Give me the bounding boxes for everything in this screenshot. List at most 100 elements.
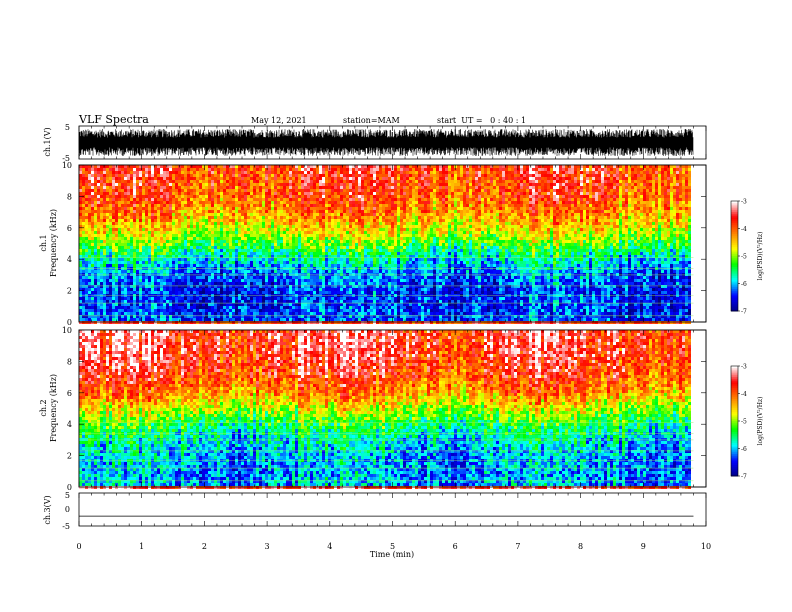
colorbar-segment [731, 254, 738, 257]
colorbar-segment [731, 307, 738, 310]
colorbar-segment [731, 421, 738, 424]
colorbar-segment [731, 435, 738, 438]
y-tick-label: 6 [67, 389, 72, 398]
colorbar-segment [731, 454, 738, 457]
colorbar-segment [731, 257, 738, 261]
colorbar-segment [731, 410, 738, 413]
colorbar-segment [731, 263, 738, 266]
colorbar-segment [731, 375, 738, 378]
colorbar-segment [731, 439, 738, 442]
colorbar-segment [731, 443, 738, 446]
colorbar-segment [731, 465, 738, 468]
x-tick-label: 6 [453, 542, 458, 551]
ch2-spectrogram-channel-label: ch.2 [39, 399, 48, 416]
colorbar-segment [731, 455, 738, 459]
colorbar-tick-label: -3 [741, 364, 747, 371]
colorbar-segment [731, 250, 738, 253]
ch2-spectrogram-image [78, 329, 707, 489]
ch2-spectrogram-ylabel: Frequency (kHz) [49, 374, 58, 442]
colorbar-segment [731, 208, 738, 211]
colorbar-segment [731, 298, 738, 301]
ch1-ylabel: ch.1(V) [43, 127, 52, 156]
colorbar-segment [731, 417, 738, 420]
y-tick-label: 6 [67, 224, 72, 233]
colorbar-segment [731, 296, 738, 299]
ch1-spectrogram-channel-label: ch.1 [39, 234, 48, 251]
colorbar-segment [731, 389, 738, 393]
colorbar-segment [731, 426, 738, 429]
colorbar-segment [731, 448, 738, 451]
y-tick-label: 4 [67, 420, 72, 429]
colorbar-segment [731, 278, 738, 281]
colorbar-segment [731, 228, 738, 231]
colorbar-segment [731, 248, 738, 251]
colorbar-segment [731, 461, 738, 464]
colorbar-label: log(PSD)(V²/Hz) [757, 232, 764, 281]
y-tick-label: 4 [67, 255, 72, 264]
colorbar-segment [731, 377, 738, 380]
colorbar-segment [731, 463, 738, 466]
ch1-waveform-path [78, 129, 694, 156]
colorbar-segment [731, 245, 738, 248]
y-tick-label: 2 [67, 287, 72, 296]
figure-title: VLF Spectra [78, 113, 149, 126]
colorbar-segment [731, 252, 738, 255]
ch1-waveform-trace [78, 129, 694, 156]
colorbar-segment [731, 457, 738, 460]
colorbar-segment [731, 369, 738, 372]
colorbar-tick-label: -5 [741, 419, 747, 426]
colorbar-segment [731, 474, 738, 477]
colorbar-segment [731, 424, 738, 427]
x-tick-label: 5 [390, 542, 395, 551]
colorbar-segment [731, 384, 738, 387]
colorbar-segment [731, 419, 738, 422]
colorbar-segment [731, 367, 738, 371]
colorbar-segment [731, 452, 738, 455]
y-tick-label: 0 [67, 318, 72, 327]
x-tick-label: 7 [515, 542, 520, 551]
colorbar-tick-label: -6 [741, 281, 747, 288]
ch3-ytick-top: 5 [65, 491, 70, 500]
colorbar-segment [731, 388, 738, 391]
colorbar-tick-label: -4 [741, 226, 747, 233]
ch3-waveform-frame [78, 492, 707, 527]
colorbar-segment [731, 237, 738, 240]
x-axis-tick-labels: 0 1 2 3 4 5 6 7 8 9 10 [76, 542, 711, 551]
y-tick-label: 8 [67, 192, 72, 201]
colorbar-segment [731, 243, 738, 246]
colorbar-segment [731, 472, 738, 475]
colorbar-segment [731, 272, 738, 275]
ch1-axis-ticks [78, 126, 707, 159]
colorbar-segment [731, 371, 738, 374]
x-tick-label: 1 [139, 542, 144, 551]
colorbar-segment [731, 399, 738, 402]
colorbar-segment [731, 289, 738, 292]
colorbar-segment [731, 373, 738, 376]
ch3-axis-ticks [78, 493, 707, 526]
x-tick-label: 2 [202, 542, 207, 551]
colorbar-segment [731, 223, 738, 226]
ch1-colorbar: -3 -4 -5 -6 -7 log(PSD)(V²/Hz) [730, 199, 764, 316]
x-tick-label: 4 [327, 542, 332, 551]
colorbar-segment [731, 279, 738, 283]
ch2-spectrogram-ticks: 0 2 4 6 8 10 [62, 326, 707, 492]
colorbar-segment [731, 219, 738, 222]
x-tick-label: 8 [578, 542, 583, 551]
colorbar-segment [731, 292, 738, 295]
ch1-ytick-top: 5 [65, 123, 70, 132]
colorbar-segment [731, 386, 738, 389]
y-tick-label: 0 [67, 483, 72, 492]
start-time-label: start UT = 0 : 40 : 1 [437, 116, 526, 125]
colorbar-segment [731, 206, 738, 209]
colorbar-segment [731, 470, 738, 473]
colorbar-tick-label: -7 [741, 474, 747, 481]
ch3-waveform-panel: ch.3(V) 5 0 -5 [43, 491, 707, 531]
colorbar-segment [731, 226, 738, 229]
x-tick-label: 0 [76, 542, 81, 551]
colorbar-segment [731, 393, 738, 396]
colorbar-segment [731, 221, 738, 224]
colorbar-segment [731, 234, 738, 237]
colorbar-segment [731, 281, 738, 284]
colorbar-segment [731, 411, 738, 415]
colorbar-segment [731, 466, 738, 470]
